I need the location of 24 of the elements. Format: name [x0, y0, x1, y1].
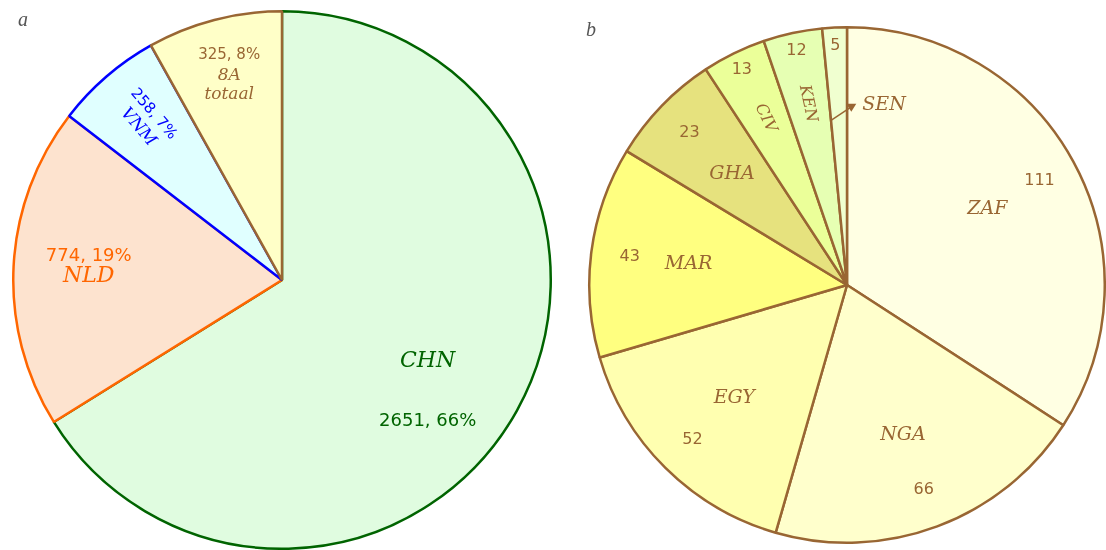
slice-label: 8A totaal: [204, 63, 254, 103]
slice-label: SEN: [862, 91, 908, 114]
data-label: 774, 19%: [45, 243, 132, 265]
data-label: 52: [682, 429, 703, 449]
chart-title: a: [18, 8, 28, 31]
slice-label: NLD: [61, 262, 115, 288]
slice-label: CHN: [400, 346, 457, 372]
data-label: 5: [830, 34, 841, 54]
chart-title: b: [586, 18, 596, 41]
data-label: 325, 8%: [198, 45, 261, 64]
data-label: 2651, 66%: [379, 408, 477, 430]
slice-label: GHA: [709, 160, 755, 183]
slice-label: MAR: [663, 251, 713, 274]
slice-label: CIV: [751, 99, 783, 137]
slice-label: ZAF: [966, 195, 1009, 218]
data-label: 13: [731, 58, 752, 78]
slice-label: KEN: [795, 81, 823, 125]
data-label: 12: [786, 39, 807, 59]
data-label: 66: [913, 479, 934, 499]
data-label: 43: [619, 245, 640, 265]
slice-label: NGA: [879, 421, 926, 444]
data-label: 23: [679, 121, 700, 141]
data-label: 111: [1024, 169, 1055, 189]
slice-label: EGY: [712, 385, 758, 408]
